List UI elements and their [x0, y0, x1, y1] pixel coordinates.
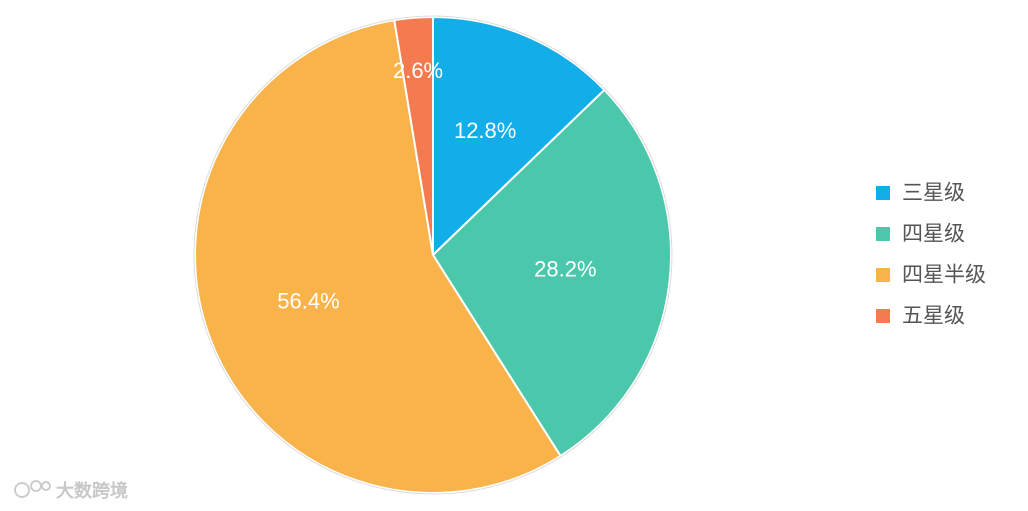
pie-slice: [431, 88, 672, 458]
legend-swatch: [876, 186, 890, 200]
pie-slice: [393, 15, 434, 256]
legend-label: 四星级: [902, 223, 965, 246]
pie-outline: [193, 15, 673, 495]
pie-slice: [194, 19, 562, 494]
slice-label: 28.2%: [534, 257, 596, 282]
watermark: 大数跨境: [56, 480, 128, 501]
legend-label: 三星级: [902, 182, 965, 205]
slice-label: 2.6%: [393, 58, 443, 83]
slice-label: 12.8%: [454, 118, 516, 143]
legend-swatch: [876, 309, 890, 323]
legend-label: 四星半级: [902, 264, 986, 287]
legend-swatch: [876, 268, 890, 282]
watermark-logo: [14, 480, 51, 498]
pie-slice: [432, 15, 606, 258]
slice-label: 56.4%: [277, 288, 339, 313]
legend-swatch: [876, 227, 890, 241]
legend-label: 五星级: [902, 305, 965, 328]
